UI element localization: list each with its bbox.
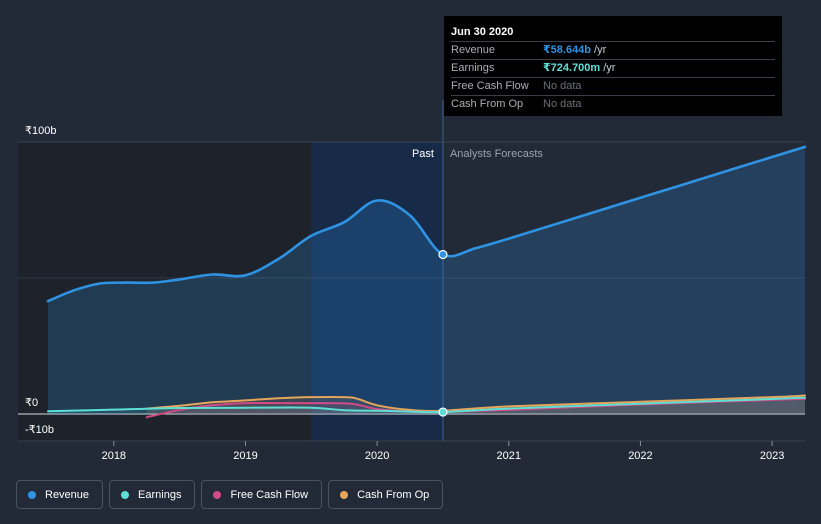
x-tick-label: 2021	[497, 450, 521, 462]
legend-item-earnings[interactable]: Earnings	[109, 480, 196, 509]
legend-item-revenue[interactable]: Revenue	[16, 480, 104, 509]
y-tick-label: ₹0	[25, 397, 38, 409]
earnings-marker	[438, 407, 448, 417]
legend-label: Cash From Op	[357, 488, 430, 501]
x-tick-label: 2023	[760, 450, 784, 462]
past-label: Past	[412, 148, 434, 160]
series-area-cash-from-op	[146, 395, 805, 414]
tooltip-row-value: ₹724.700m	[543, 62, 601, 74]
series-line-revenue	[46, 145, 807, 303]
legend-dot-icon	[28, 490, 36, 499]
legend-dot-icon	[213, 490, 222, 499]
forecast-label: Analysts Forecasts	[450, 148, 543, 160]
tooltip-row-label: Revenue	[451, 44, 496, 56]
legend-label: Revenue	[45, 488, 90, 501]
x-tick-label: 2020	[365, 450, 389, 462]
legend-item-free-cash-flow[interactable]: Free Cash Flow	[201, 480, 323, 509]
y-tick-label: -₹10b	[25, 424, 54, 436]
tooltip-row-cash-from-op: Cash From Op No data	[451, 95, 775, 113]
tooltip-row-revenue: Revenue ₹58.644b /yr	[451, 41, 775, 59]
tooltip-row-earnings: Earnings ₹724.700m /yr	[451, 59, 775, 77]
tooltip-row-label: Free Cash Flow	[451, 80, 529, 92]
tooltip-row-unit: /yr	[603, 62, 616, 74]
tooltip-row-unit: /yr	[594, 44, 607, 56]
past-region	[18, 142, 312, 441]
x-tick-label: 2019	[233, 450, 257, 462]
legend-label: Earnings	[138, 488, 182, 501]
tooltip-row-free-cash-flow: Free Cash Flow No data	[451, 77, 775, 95]
legend-label: Free Cash Flow	[230, 488, 309, 501]
series-area-earnings	[48, 397, 805, 414]
tooltip-row-value: No data	[543, 98, 582, 110]
x-tick-label: 2018	[102, 450, 126, 462]
tooltip-row-label: Earnings	[451, 62, 495, 74]
tooltip-row-value: No data	[543, 80, 582, 92]
revenue-marker	[438, 249, 448, 260]
series-line-cash-from-op	[145, 394, 806, 412]
tooltip-row-label: Cash From Op	[451, 98, 524, 110]
y-tick-label: ₹100b	[25, 125, 56, 137]
chart-legend: Revenue Earnings Free Cash Flow Cash Fro…	[16, 480, 444, 509]
series-line-earnings	[47, 396, 806, 414]
data-tooltip: Jun 30 2020 Revenue ₹58.644b /yr Earning…	[444, 16, 782, 116]
legend-dot-icon	[340, 490, 349, 499]
tooltip-date: Jun 30 2020	[451, 26, 514, 38]
series-area-revenue	[48, 146, 805, 414]
x-tick-label: 2022	[628, 450, 652, 462]
legend-dot-icon	[121, 490, 130, 499]
tooltip-row-value: ₹58.644b	[543, 44, 592, 56]
legend-item-cash-from-op[interactable]: Cash From Op	[328, 480, 444, 509]
highlight-region	[311, 142, 443, 441]
